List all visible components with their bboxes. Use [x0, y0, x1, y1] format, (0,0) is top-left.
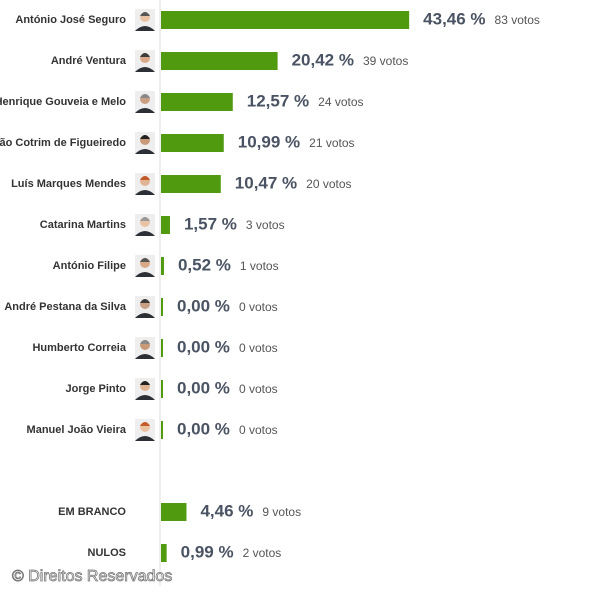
candidate-name: António José Seguro — [15, 14, 126, 26]
percent-label: 0,00 % — [177, 296, 230, 315]
candidate-photo — [135, 9, 155, 31]
percent-label: 20,42 % — [292, 50, 354, 69]
candidate-photo — [135, 378, 155, 400]
percent-label: 4,46 % — [200, 501, 253, 520]
candidate-name: NULOS — [88, 547, 127, 559]
percent-label: 0,99 % — [181, 542, 234, 561]
bar — [161, 544, 167, 562]
photo-hair — [140, 176, 150, 180]
candidate-name: António Filipe — [53, 260, 126, 272]
vote-label: 83 votos — [495, 13, 540, 27]
photo-body — [135, 190, 155, 195]
photo-hair — [140, 422, 150, 426]
photo-body — [135, 313, 155, 318]
candidate-photo — [135, 255, 155, 277]
bar — [161, 93, 233, 111]
percent-label: 1,57 % — [184, 214, 237, 233]
bar — [161, 298, 163, 316]
candidate-photo — [135, 91, 155, 113]
photo-body — [135, 354, 155, 359]
percent-label: 43,46 % — [423, 9, 485, 28]
photo-body — [135, 395, 155, 400]
photo-body — [135, 26, 155, 31]
candidate-photo — [135, 419, 155, 441]
vote-label: 1 votos — [240, 259, 279, 273]
candidate-photo — [135, 337, 155, 359]
photo-hair — [140, 340, 150, 344]
bar — [161, 52, 278, 70]
photo-hair — [140, 299, 150, 303]
vote-label: 21 votos — [309, 136, 354, 150]
vote-label: 39 votos — [363, 54, 408, 68]
bar — [161, 421, 163, 439]
percent-label: 0,00 % — [177, 419, 230, 438]
photo-hair — [140, 217, 150, 221]
bar — [161, 503, 187, 521]
vote-label: 9 votos — [262, 505, 301, 519]
vote-label: 24 votos — [318, 95, 363, 109]
candidate-name: Jorge Pinto — [65, 383, 126, 395]
candidate-name: Henrique Gouveia e Melo — [0, 96, 126, 108]
candidate-name: EM BRANCO — [58, 506, 126, 518]
bar — [161, 339, 163, 357]
bar — [161, 11, 410, 29]
photo-hair — [140, 381, 150, 385]
bar — [161, 380, 163, 398]
vote-label: 0 votos — [239, 423, 278, 437]
photo-body — [135, 67, 155, 72]
vote-label: 0 votos — [239, 300, 278, 314]
photo-hair — [140, 258, 150, 262]
candidate-photo — [135, 132, 155, 154]
percent-label: 10,99 % — [238, 132, 300, 151]
candidate-photo — [135, 173, 155, 195]
photo-body — [135, 149, 155, 154]
bar — [161, 175, 221, 193]
percent-label: 10,47 % — [235, 173, 297, 192]
photo-hair — [140, 53, 150, 57]
bar — [161, 134, 224, 152]
candidate-photo — [135, 214, 155, 236]
percent-label: 12,57 % — [247, 91, 309, 110]
photo-body — [135, 231, 155, 236]
candidate-name: André Pestana da Silva — [4, 301, 127, 313]
candidate-name: Luís Marques Mendes — [11, 178, 126, 190]
footer: © Direitos Reservados — [12, 568, 172, 585]
percent-label: 0,00 % — [177, 337, 230, 356]
photo-body — [135, 272, 155, 277]
percent-label: 0,00 % — [177, 378, 230, 397]
vote-label: 0 votos — [239, 382, 278, 396]
candidate-photo — [135, 296, 155, 318]
photo-hair — [140, 94, 150, 98]
candidate-name: João Cotrim de Figueiredo — [0, 137, 126, 149]
bar — [161, 216, 170, 234]
photo-hair — [140, 12, 150, 16]
bar — [161, 257, 164, 275]
percent-label: 0,52 % — [178, 255, 231, 274]
candidate-name: Manuel João Vieira — [27, 424, 127, 436]
candidate-name: Catarina Martins — [40, 219, 126, 231]
photo-hair — [140, 135, 150, 139]
vote-label: 3 votos — [246, 218, 285, 232]
vote-label: 2 votos — [243, 546, 282, 560]
vote-label: 20 votos — [306, 177, 351, 191]
photo-body — [135, 108, 155, 113]
photo-body — [135, 436, 155, 441]
candidate-photo — [135, 50, 155, 72]
candidate-name: André Ventura — [51, 55, 127, 67]
vote-label: 0 votos — [239, 341, 278, 355]
candidate-name: Humberto Correia — [32, 342, 126, 354]
